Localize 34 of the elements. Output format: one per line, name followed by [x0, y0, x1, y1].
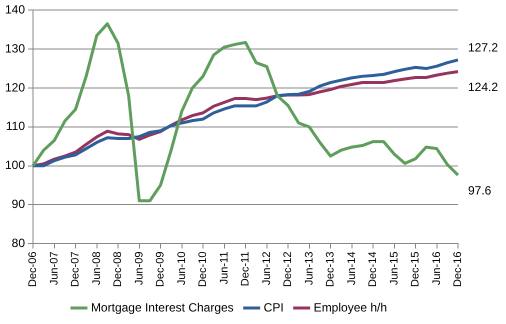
x-tick-label: Dec-12 [282, 252, 294, 288]
annotation: 97.6 [468, 183, 492, 198]
legend-label: Mortgage Interest Charges [90, 300, 234, 314]
x-tick-label: Dec-06 [27, 252, 40, 288]
x-tick-label: Dec-13 [324, 252, 337, 288]
x-tick-label: Dec-15 [410, 252, 422, 288]
x-tick-label: Jun-08 [90, 252, 103, 286]
x-tick-label: Jun-16 [430, 252, 443, 286]
legend-label: Employee h/h [314, 300, 388, 314]
x-tick-label: Jun-12 [260, 252, 273, 286]
x-tick-label: Dec-09 [154, 252, 167, 288]
annotation: 124.2 [468, 80, 498, 94]
y-tick-label: 80 [12, 236, 26, 250]
x-tick-label: Jun-10 [176, 252, 188, 286]
annotation: 127.2 [468, 40, 498, 54]
y-tick-label: 140 [4, 2, 26, 17]
y-tick-label: 100 [4, 158, 26, 172]
x-tick-label: Jun-15 [388, 252, 400, 286]
x-tick-label: Jun-07 [48, 252, 60, 286]
x-tick-label: Dec-08 [112, 252, 124, 288]
x-tick-label: Dec-10 [197, 252, 210, 288]
y-tick-label: 90 [12, 196, 26, 211]
x-tick-label: Jun-09 [133, 252, 146, 286]
x-tick-label: Jun-11 [218, 252, 230, 284]
x-tick-label: Dec-07 [70, 252, 82, 288]
x-tick-label: Jun-14 [346, 252, 358, 286]
x-tick-label: Jun-13 [303, 252, 316, 286]
y-tick-label: 110 [6, 119, 26, 134]
x-tick-label: Dec-14 [367, 252, 380, 288]
legend-label: CPI [264, 300, 284, 314]
y-tick-label: 130 [4, 41, 26, 56]
y-tick-label: 120 [4, 80, 26, 94]
x-tick-label: Dec-11 [240, 252, 252, 286]
x-tick-label: Dec-16 [452, 252, 464, 288]
